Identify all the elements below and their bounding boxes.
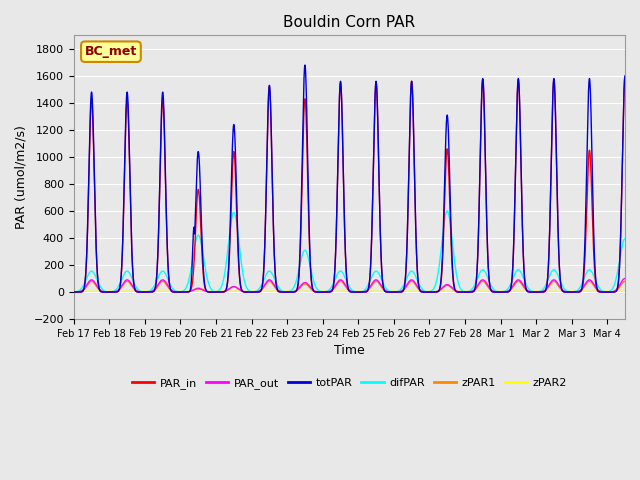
Y-axis label: PAR (umol/m2/s): PAR (umol/m2/s)	[15, 125, 28, 229]
Legend: PAR_in, PAR_out, totPAR, difPAR, zPAR1, zPAR2: PAR_in, PAR_out, totPAR, difPAR, zPAR1, …	[127, 373, 572, 393]
Title: Bouldin Corn PAR: Bouldin Corn PAR	[284, 15, 415, 30]
Text: BC_met: BC_met	[85, 45, 137, 58]
X-axis label: Time: Time	[334, 344, 365, 357]
